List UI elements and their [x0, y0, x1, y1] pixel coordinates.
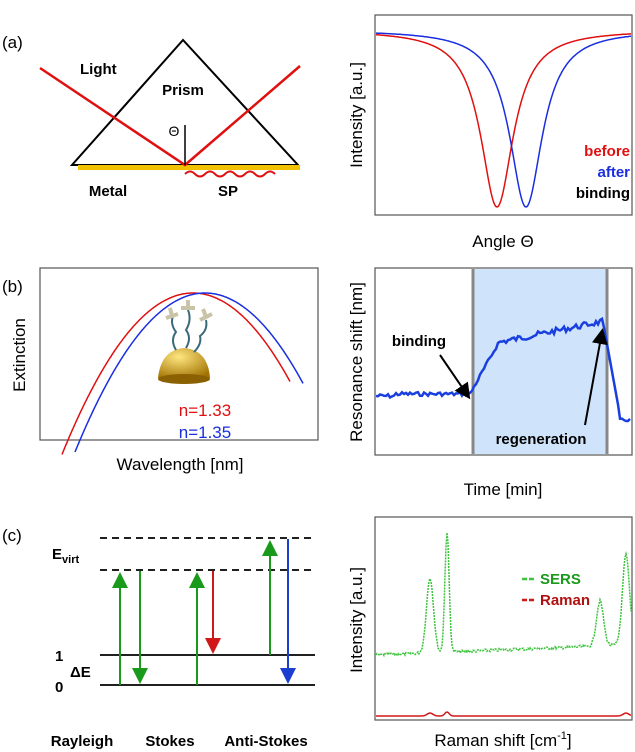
curve-before	[375, 33, 631, 208]
annotation-regeneration: regeneration	[496, 431, 587, 448]
arrow	[584, 328, 608, 426]
sers-spectrum	[375, 532, 632, 658]
plot-frame	[374, 516, 633, 721]
surface-plasmon	[184, 170, 276, 178]
x-axis-label: Time [min]	[464, 480, 543, 499]
x-axis-label: Wavelength [nm]	[117, 455, 244, 474]
energy-levels	[100, 537, 315, 686]
plot-frame	[374, 267, 633, 456]
process-label: Stokes	[145, 733, 194, 750]
transitions	[112, 539, 296, 685]
legend-before: before	[584, 143, 630, 160]
y-axis-label: Resonance shift [nm]	[347, 282, 366, 442]
curve-n133	[61, 292, 291, 455]
legend-binding: binding	[576, 185, 630, 202]
angle-label: Θ	[169, 123, 180, 139]
curve-n135	[74, 292, 304, 453]
y-axis-label: Intensity [a.u.]	[347, 62, 366, 168]
legend-n135: n=1.35	[179, 423, 231, 442]
shift-curve	[375, 316, 631, 423]
x-axis-label: Raman shift [cm-1]	[434, 730, 571, 750]
process-label: Anti-Stokes	[224, 733, 307, 750]
shaded-region	[473, 269, 607, 454]
arrow	[439, 354, 471, 400]
metal-film	[78, 165, 300, 170]
annotation-binding: binding	[392, 333, 446, 350]
x-axis-label: Angle Θ	[472, 232, 533, 251]
legend-n133: n=1.33	[179, 401, 231, 420]
prism-label: Prism	[162, 82, 204, 99]
y-axis-label: Intensity [a.u.]	[347, 567, 366, 673]
panel-label: (b)	[2, 277, 23, 296]
panel-label: (a)	[2, 33, 23, 52]
process-label: Rayleigh	[51, 733, 114, 750]
nanoparticle-icon	[158, 300, 213, 384]
delta-e-label: ΔE	[70, 664, 91, 681]
metal-label: Metal	[89, 183, 127, 200]
y-axis-label: Extinction	[10, 318, 29, 392]
level-1-label: 1	[55, 648, 63, 665]
panel-label: (c)	[2, 526, 22, 545]
plot-frame	[374, 14, 633, 216]
raman-spectrum	[376, 711, 632, 717]
legend-raman: Raman	[540, 592, 590, 609]
legend-after: after	[597, 164, 630, 181]
plot-frame	[39, 267, 319, 441]
light-label: Light	[80, 61, 117, 78]
curve-after	[376, 32, 632, 208]
level-0-label: 0	[55, 679, 63, 696]
e-virt-label: Evirt	[52, 546, 79, 566]
light-ray	[39, 65, 301, 167]
sp-label: SP	[218, 183, 238, 200]
legend-sers: SERS	[540, 571, 581, 588]
